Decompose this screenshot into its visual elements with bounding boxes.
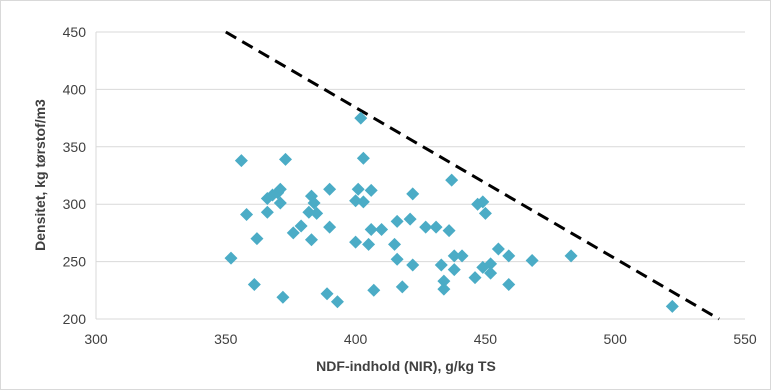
data-point (388, 237, 402, 251)
data-point (294, 219, 308, 233)
data-point (375, 222, 389, 236)
data-point (447, 249, 461, 263)
data-point (224, 251, 238, 265)
data-point (406, 187, 420, 201)
data-points (224, 111, 679, 313)
y-tick-label: 200 (63, 311, 87, 327)
data-point (395, 280, 409, 294)
data-point (307, 196, 321, 210)
data-point (442, 224, 456, 238)
data-point (476, 195, 490, 209)
data-point (362, 237, 376, 251)
data-point (390, 214, 404, 228)
data-point (364, 222, 378, 236)
y-tick-label: 250 (63, 254, 87, 270)
data-point (302, 205, 316, 219)
data-point (354, 111, 368, 125)
y-tick-label: 400 (63, 81, 87, 97)
data-point (310, 206, 324, 220)
data-point (484, 266, 498, 280)
reference-line-layer (225, 30, 720, 321)
data-point (279, 152, 293, 166)
data-point (247, 278, 261, 292)
data-point (330, 295, 344, 309)
data-point (437, 274, 451, 288)
data-point (447, 263, 461, 277)
data-point (390, 252, 404, 266)
data-point (276, 290, 290, 304)
y-tick-label: 450 (63, 24, 87, 40)
data-point (234, 154, 248, 168)
data-point (304, 233, 318, 247)
data-point (502, 249, 516, 263)
data-point (434, 258, 448, 272)
data-point (320, 287, 334, 301)
y-tick-label: 350 (63, 139, 87, 155)
data-point (468, 271, 482, 285)
x-tick-label: 550 (733, 331, 757, 347)
data-point (351, 182, 365, 196)
data-point (455, 249, 469, 263)
data-point (260, 205, 274, 219)
data-point (564, 249, 578, 263)
data-point (406, 258, 420, 272)
x-tick-label: 350 (214, 331, 238, 347)
data-point (525, 253, 539, 267)
data-point (484, 257, 498, 271)
y-axis-title: Densitet, kg tørstof/m3 (32, 99, 48, 251)
data-point (419, 220, 433, 234)
data-point (437, 282, 451, 296)
data-point (364, 183, 378, 197)
data-point (356, 195, 370, 209)
data-point (250, 232, 264, 246)
data-point (445, 173, 459, 187)
data-point (356, 151, 370, 165)
data-point (349, 194, 363, 208)
x-tick-label: 400 (344, 331, 368, 347)
data-point (478, 206, 492, 220)
data-point (273, 182, 287, 196)
gridlines (95, 31, 745, 320)
data-point (429, 220, 443, 234)
data-point (665, 299, 679, 313)
data-point (240, 208, 254, 222)
data-point (273, 196, 287, 210)
data-point (323, 182, 337, 196)
tick-labels: 200 250 300 350 400 450 300 350 400 450 500 550 (63, 24, 757, 347)
dashed-reference-line (225, 30, 720, 321)
y-tick-label: 300 (63, 196, 87, 212)
data-point (502, 278, 516, 292)
data-point (349, 235, 363, 249)
data-point (367, 283, 381, 297)
x-tick-label: 500 (604, 331, 628, 347)
x-axis-title: NDF-indhold (NIR), g/kg TS (316, 358, 496, 374)
data-point (286, 226, 300, 240)
data-point (491, 242, 505, 256)
data-point (323, 220, 337, 234)
data-point (403, 212, 417, 226)
x-tick-label: 300 (84, 331, 108, 347)
x-tick-label: 450 (474, 331, 498, 347)
